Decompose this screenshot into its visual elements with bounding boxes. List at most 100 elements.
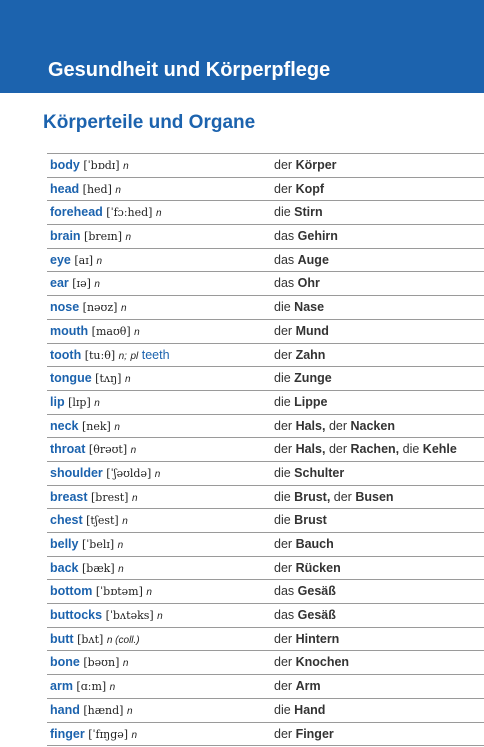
english-entry: head [hed] n bbox=[50, 178, 121, 202]
pronunciation: [ˈbɒdɪ] bbox=[83, 159, 120, 172]
pronunciation: [brest] bbox=[91, 490, 129, 504]
german-translation: die Nase bbox=[274, 296, 324, 318]
english-entry: shoulder [ˈʃəʊldə] n bbox=[50, 462, 160, 486]
part-of-speech: n bbox=[109, 682, 116, 694]
german-translation: die Stirn bbox=[274, 201, 323, 223]
english-entry: hand [hænd] n bbox=[50, 699, 133, 723]
vocab-row: tongue [tʌŋ] n die Zunge bbox=[47, 367, 484, 391]
noun: Kopf bbox=[295, 181, 325, 196]
noun: Körper bbox=[295, 158, 337, 172]
vocab-row: shoulder [ˈʃəʊldə] n die Schulter bbox=[47, 462, 484, 486]
article: die bbox=[274, 489, 291, 504]
pronunciation: [maʊθ] bbox=[91, 324, 131, 338]
article: der bbox=[274, 181, 293, 196]
part-of-speech: n bbox=[122, 658, 129, 670]
part-of-speech: n bbox=[120, 303, 127, 315]
english-entry: forehead [ˈfɔːhed] n bbox=[50, 201, 162, 225]
german-translation: das Gesäß bbox=[274, 604, 336, 626]
english-entry: buttocks [ˈbʌtəks] n bbox=[50, 604, 163, 628]
german-translation: das Gehirn bbox=[274, 225, 338, 247]
pronunciation: [hænd] bbox=[83, 703, 124, 717]
article: der bbox=[274, 679, 293, 694]
pronunciation: [tʃest] bbox=[86, 514, 119, 528]
part-of-speech: n bbox=[124, 374, 131, 386]
noun: Rücken bbox=[295, 560, 341, 575]
part-of-speech: n bbox=[96, 255, 103, 267]
noun: Auge bbox=[297, 252, 329, 267]
part-of-speech: n bbox=[118, 563, 124, 575]
article: die bbox=[274, 513, 291, 528]
pronunciation: [ˈbʌtəks] bbox=[105, 609, 154, 623]
english-entry: butt [bʌt] n (coll.) bbox=[50, 628, 140, 652]
article: die bbox=[274, 394, 291, 409]
pronunciation: [ˈfɪŋgə] bbox=[88, 727, 129, 741]
pronunciation: [breɪn] bbox=[84, 230, 123, 244]
english-entry: chest [tʃest] n bbox=[50, 509, 128, 533]
english-entry: throat [θrəʊt] n bbox=[50, 438, 136, 462]
noun: Knochen bbox=[295, 655, 350, 670]
pronunciation: [θrəʊt] bbox=[88, 443, 128, 457]
german-translation: der Bauch bbox=[274, 533, 334, 555]
english-entry: brain [breɪn] n bbox=[50, 225, 131, 249]
vocab-row: chest [tʃest] n die Brust bbox=[47, 509, 484, 533]
vocab-row: body [ˈbɒdɪ] n der Körper bbox=[47, 153, 484, 178]
pronunciation: [hed] bbox=[82, 182, 112, 196]
english-entry: tongue [tʌŋ] n bbox=[50, 367, 131, 391]
german-translation: die Lippe bbox=[274, 391, 328, 413]
pronunciation: [nek] bbox=[81, 419, 111, 433]
english-entry: lip [lɪp] n bbox=[50, 391, 100, 415]
english-entry: mouth [maʊθ] n bbox=[50, 320, 140, 344]
part-of-speech: n bbox=[157, 611, 163, 623]
noun: Finger bbox=[295, 726, 334, 741]
german-translation: der Hals, der Nacken bbox=[274, 415, 395, 437]
part-of-speech: n bbox=[122, 516, 128, 528]
article: der bbox=[333, 489, 352, 504]
vocab-row: bottom [ˈbɒtəm] n das Gesäß bbox=[47, 580, 484, 605]
section-title: Körperteile und Organe bbox=[43, 112, 256, 133]
article: der bbox=[274, 631, 293, 646]
pronunciation: [ɑːm] bbox=[76, 680, 107, 694]
german-translation: der Arm bbox=[274, 675, 321, 697]
part-of-speech: n bbox=[146, 587, 152, 599]
vocab-row: brain [breɪn] n das Gehirn bbox=[47, 225, 484, 249]
vocab-row: finger [ˈfɪŋgə] n der Finger bbox=[47, 723, 484, 747]
vocab-row: back [bæk] n der Rücken bbox=[47, 557, 484, 581]
part-of-speech: n bbox=[131, 729, 138, 741]
part-of-speech: n bbox=[117, 540, 124, 551]
pronunciation: [bʌt] bbox=[77, 632, 104, 646]
vocab-row: ear [ɪə] n das Ohr bbox=[47, 272, 484, 297]
noun: Hintern bbox=[295, 631, 340, 646]
noun: Gehirn bbox=[297, 229, 338, 244]
noun: Bauch bbox=[295, 537, 334, 551]
noun: Hand bbox=[294, 702, 326, 717]
noun: Brust, bbox=[294, 489, 331, 504]
vocab-row: hand [hænd] n die Hand bbox=[47, 699, 484, 723]
german-translation: der Hintern bbox=[274, 628, 339, 650]
article: der bbox=[274, 158, 293, 172]
english-entry: arm [ɑːm] n bbox=[50, 675, 115, 699]
vocab-row: belly [ˈbelɪ] n der Bauch bbox=[47, 533, 484, 557]
headword: mouth bbox=[50, 323, 89, 338]
noun: Ohr bbox=[297, 276, 320, 291]
vocab-row: nose [nəʊz] n die Nase bbox=[47, 296, 484, 320]
vocab-row: neck [nek] n der Hals, der Nacken bbox=[47, 415, 484, 439]
noun: Brust bbox=[294, 513, 327, 528]
article: die bbox=[274, 702, 291, 717]
english-entry: neck [nek] n bbox=[50, 415, 120, 439]
part-of-speech: n bbox=[114, 421, 120, 433]
part-of-speech: n (coll.) bbox=[106, 634, 140, 646]
part-of-speech: n bbox=[94, 279, 100, 291]
part-of-speech: n bbox=[126, 705, 133, 717]
article: der bbox=[328, 418, 348, 433]
article: der bbox=[274, 323, 293, 338]
vocab-row: forehead [ˈfɔːhed] n die Stirn bbox=[47, 201, 484, 226]
part-of-speech: n; bbox=[118, 350, 127, 362]
chapter-header: Gesundheit und Körperpflege bbox=[0, 0, 484, 93]
english-entry: breast [brest] n bbox=[50, 486, 138, 510]
headword: eye bbox=[50, 252, 71, 267]
headword: forehead bbox=[50, 205, 103, 220]
part-of-speech: n bbox=[123, 161, 129, 172]
headword: lip bbox=[50, 394, 65, 409]
headword: nose bbox=[50, 300, 80, 315]
german-translation: die Brust, der Busen bbox=[274, 486, 394, 508]
